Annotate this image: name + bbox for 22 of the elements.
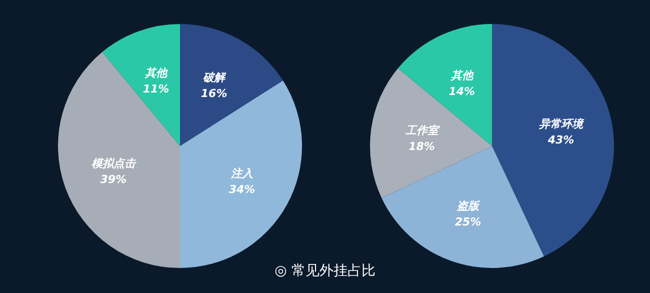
data-label: 39% xyxy=(100,172,127,186)
slice-label: 模拟点击 xyxy=(90,156,138,170)
slice-label: 盗版 xyxy=(456,200,482,213)
slice-label: 注入 xyxy=(230,167,254,180)
slice-label: 其他 xyxy=(450,68,474,82)
data-label: 16% xyxy=(200,86,228,100)
slice-label: 工作室 xyxy=(404,124,440,138)
data-label: 18% xyxy=(408,140,435,154)
pie-slice xyxy=(58,52,180,268)
data-label: 11% xyxy=(142,82,170,96)
data-label: 14% xyxy=(448,84,476,98)
pie-slice xyxy=(180,24,284,146)
data-label: 43% xyxy=(546,134,574,147)
data-label: 25% xyxy=(454,216,482,229)
slice-label: 其他 xyxy=(144,66,168,80)
data-label: 34% xyxy=(228,183,256,196)
slice-label: 异常环境 xyxy=(538,118,586,131)
slice-label: 破解 xyxy=(203,70,228,84)
pie-slice xyxy=(370,68,492,198)
text: ◎ 常见外挂占比 xyxy=(274,263,376,279)
pie-slice xyxy=(102,24,180,146)
pie-slice xyxy=(492,24,614,256)
